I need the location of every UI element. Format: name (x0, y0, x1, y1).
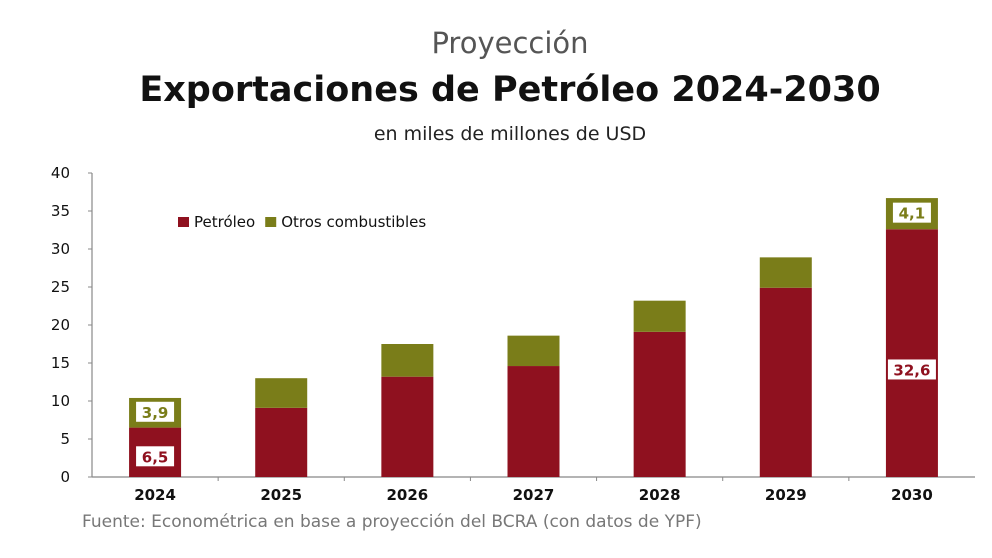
x-tick-label: 2029 (765, 486, 807, 504)
x-tick-label: 2026 (386, 486, 428, 504)
y-tick-label: 40 (51, 164, 70, 182)
chart-title: Exportaciones de Petróleo 2024-2030 (139, 70, 881, 110)
bar-otros-2029 (759, 257, 812, 288)
y-tick-label: 25 (51, 278, 70, 296)
bar-petroleo-2030 (885, 229, 938, 477)
y-tick-label: 30 (51, 240, 70, 258)
x-tick-label: 2024 (134, 486, 176, 504)
bar-otros-2025 (255, 378, 308, 408)
bar-otros-2028 (633, 300, 686, 332)
chart-subtitle: en miles de millones de USD (373, 123, 647, 145)
data-label-box (892, 202, 931, 223)
y-tick-label: 20 (51, 316, 70, 334)
chart-source: Fuente: Econométrica en base a proyecció… (82, 512, 702, 532)
legend-label: Otros combustibles (281, 213, 426, 231)
bar-otros-2026 (381, 344, 434, 377)
bar-petroleo-2028 (633, 331, 686, 477)
chart-supertitle: Proyección (431, 26, 589, 60)
y-tick-label: 5 (60, 430, 70, 448)
legend-swatch-petroleo (178, 217, 189, 227)
legend-swatch-otros (265, 217, 277, 227)
data-label: 4,1 (899, 205, 926, 223)
x-tick-label: 2028 (639, 486, 681, 504)
data-label-box (887, 359, 936, 380)
data-label-box (136, 401, 175, 422)
data-label: 32,6 (893, 361, 930, 379)
bar-petroleo-2025 (255, 407, 308, 477)
y-tick-label: 0 (60, 468, 70, 486)
x-tick-label: 2025 (260, 486, 302, 504)
y-tick-label: 15 (51, 354, 70, 372)
data-label-box (136, 446, 175, 467)
x-tick-label: 2030 (891, 486, 933, 504)
bar-petroleo-2029 (759, 287, 812, 477)
y-tick-label: 35 (51, 202, 70, 220)
bar-petroleo-2026 (381, 376, 434, 477)
legend-label: Petróleo (194, 213, 255, 231)
data-label: 3,9 (142, 404, 169, 422)
x-tick-label: 2027 (513, 486, 555, 504)
data-label: 6,5 (142, 448, 169, 466)
bar-otros-2027 (507, 335, 560, 367)
bar-petroleo-2027 (507, 366, 560, 477)
y-tick-label: 10 (51, 392, 70, 410)
